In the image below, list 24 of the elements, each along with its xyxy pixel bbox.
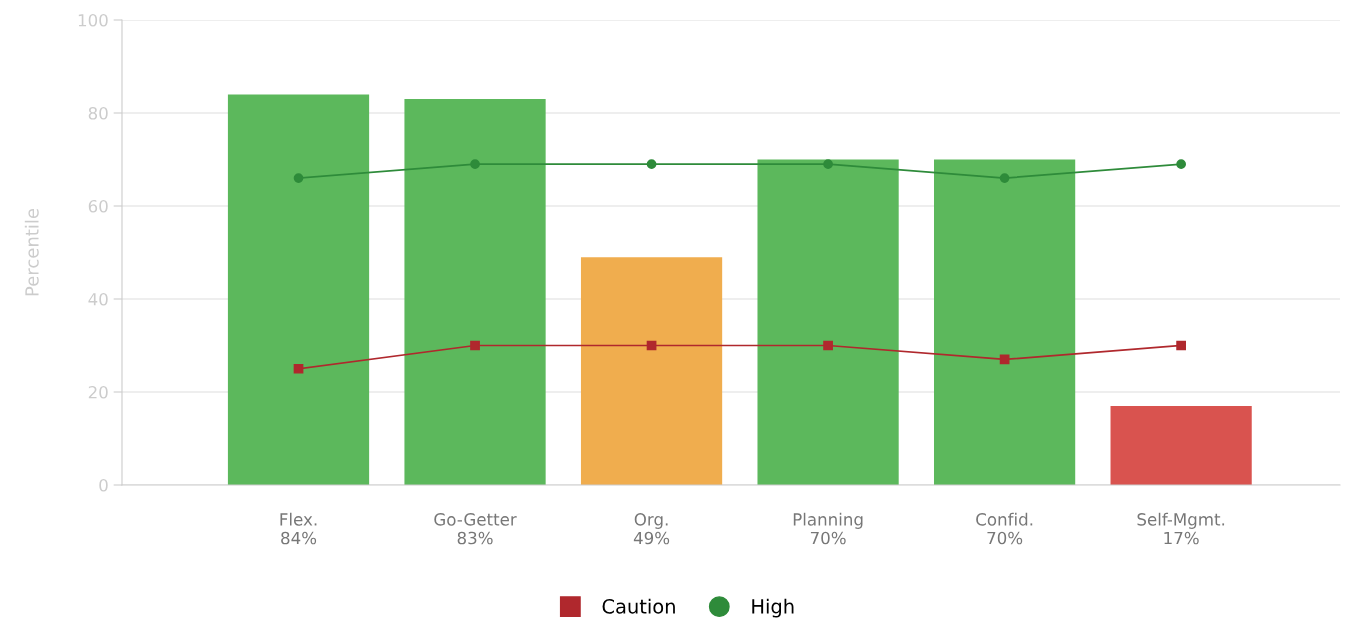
x-tick-label: Flex. 84% (280, 512, 317, 545)
bar (404, 99, 546, 485)
point (470, 340, 480, 351)
x-tick-label: Self-Mgmt. 17% (1137, 512, 1225, 545)
point (1176, 159, 1186, 170)
bar (227, 94, 370, 485)
legend-label: High (752, 598, 794, 618)
legend-label: Caution (602, 598, 675, 614)
point (1176, 340, 1186, 351)
x-tick-label: Go-Getter 83% (434, 513, 517, 545)
point (823, 159, 833, 170)
point (470, 159, 480, 170)
point (646, 159, 657, 170)
x-tick-label: Org. 49% (633, 513, 670, 545)
point (999, 173, 1010, 183)
x-tick-label: Confid. 70% (976, 512, 1033, 545)
bar (757, 159, 899, 485)
point (293, 363, 304, 374)
point (293, 173, 304, 183)
x-tick-label: Planning 70% (793, 512, 863, 545)
bar (1110, 405, 1252, 485)
bar (580, 257, 723, 485)
point (823, 340, 833, 351)
bar (934, 159, 1076, 485)
